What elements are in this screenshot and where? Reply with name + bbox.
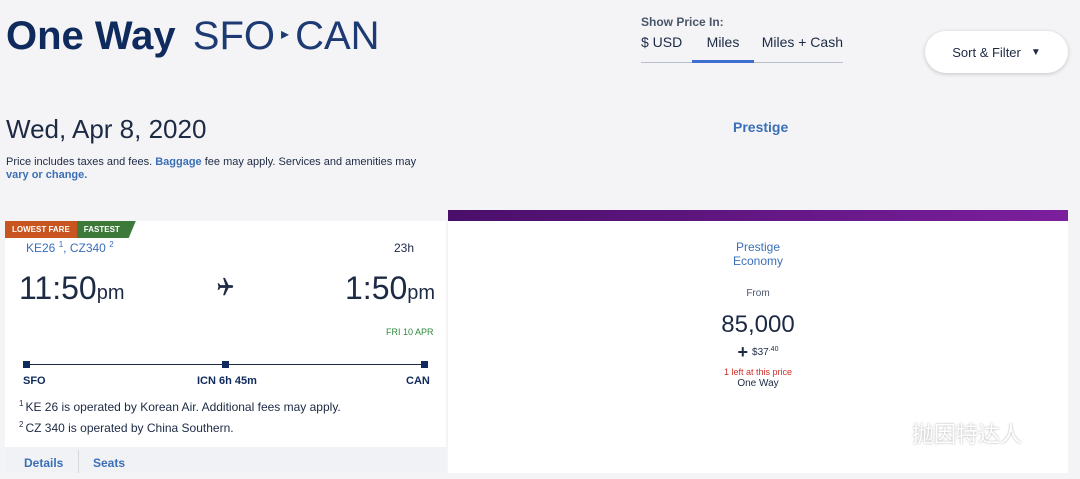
tab-miles-cash-label: Miles + Cash [761, 34, 843, 50]
stop-marker-can [421, 361, 428, 368]
fare-class-line-2: Economy [732, 254, 784, 268]
fare-cabin-bar [448, 210, 1068, 221]
fare-class-line-1: Prestige [735, 240, 781, 254]
footnote-ref-2: 2 [109, 240, 114, 249]
footnote-1: 1 KE 26 is operated by Korean Air. Additi… [19, 399, 341, 414]
trip-type-title: One Way [6, 14, 176, 58]
arrival-time: 1:50pm [345, 270, 435, 307]
airport-destination: CAN [406, 375, 430, 387]
seats-left-warning: 1 left at this price [723, 367, 793, 377]
fare-option-card[interactable] [448, 221, 1068, 473]
lowest-fare-badge: LOWEST FARE [5, 221, 78, 238]
footer-divider [78, 450, 79, 473]
flight-card [5, 221, 446, 473]
tab-miles-cash[interactable]: Miles + Cash [754, 34, 843, 63]
flight-numbers: KE26 1, CZ340 2 [26, 240, 114, 255]
stop-marker-icn [222, 361, 229, 368]
airplane-icon [213, 276, 235, 298]
footnote-2: 2 CZ 340 is operated by China Southern. [19, 420, 234, 435]
sort-filter-button[interactable]: Sort & Filter ▼ [925, 31, 1068, 73]
sort-filter-label: Sort & Filter [952, 44, 1021, 60]
fare-cash-cents: .40 [768, 345, 779, 353]
flight-card-footer [5, 447, 446, 473]
notice-text-2: fee may apply. Services and amenities ma… [201, 156, 417, 168]
fare-cash-amount: + $37.40 [658, 342, 858, 363]
plus-icon: + [737, 342, 749, 362]
arrival-time-value: 1:50 [345, 270, 408, 306]
route-destination: CAN [295, 14, 380, 58]
watermark: 抛因特达人 [866, 417, 1022, 449]
footnote-ref-1: 1 [58, 240, 64, 249]
footnote-2-text: CZ 340 is operated by China Southern. [25, 421, 234, 435]
tab-usd[interactable]: $ USD [641, 34, 692, 63]
departure-time-value: 11:50 [19, 270, 97, 306]
departure-ampm: pm [96, 282, 125, 304]
fare-trip-type: One Way [737, 378, 779, 389]
airport-origin: SFO [23, 375, 46, 387]
show-price-label: Show Price In: [641, 15, 724, 29]
price-display-tabs: $ USD Miles Miles + Cash [641, 34, 843, 63]
fare-cash-value: $37 [752, 347, 769, 359]
fastest-badge: FASTEST [76, 221, 136, 238]
route-separator-icon: ▸ [281, 26, 290, 44]
fare-from-label: From [746, 288, 770, 299]
travel-date: Wed, Apr 8, 2020 [6, 114, 207, 144]
departure-time: 11:50pm [19, 270, 125, 307]
flight-number-1[interactable]: KE26 [26, 241, 56, 255]
stop-marker-sfo [23, 361, 30, 368]
flight-duration: 23h [394, 241, 415, 255]
baggage-link[interactable]: Baggage [155, 156, 202, 168]
fare-miles-price[interactable]: 85,000 [721, 311, 795, 338]
wechat-icon [867, 420, 903, 446]
fare-class-name: Prestige Economy [658, 240, 858, 268]
footnote-1-text: KE 26 is operated by Korean Air. Additio… [25, 400, 341, 414]
watermark-text: 抛因特达人 [912, 422, 1023, 447]
flight-number-2[interactable]: CZ340 [69, 241, 106, 255]
seats-link[interactable]: Seats [93, 456, 126, 470]
route-origin: SFO [192, 14, 276, 58]
arrival-ampm: pm [407, 282, 436, 304]
notice-text-1: Price includes taxes and fees. [6, 156, 156, 168]
arrival-date: FRI 10 APR [386, 327, 434, 337]
airport-layover: ICN 6h 45m [197, 375, 257, 387]
cabin-column-header: Prestige [733, 119, 789, 135]
details-link[interactable]: Details [24, 456, 64, 470]
vary-or-change-link[interactable]: vary or change. [6, 169, 88, 181]
flight-badges: LOWEST FARE FASTEST [5, 221, 136, 238]
price-notice: Price includes taxes and fees. Baggage f… [6, 156, 426, 182]
footnote-1-ref: 1 [19, 399, 24, 408]
footnote-2-ref: 2 [19, 420, 24, 429]
page-title: One Way SFO ▸ CAN [6, 14, 380, 59]
tab-usd-label: $ USD [641, 34, 683, 50]
tab-miles[interactable]: Miles [692, 34, 754, 63]
tab-miles-label: Miles [706, 34, 740, 50]
caret-down-icon: ▼ [1030, 46, 1041, 58]
